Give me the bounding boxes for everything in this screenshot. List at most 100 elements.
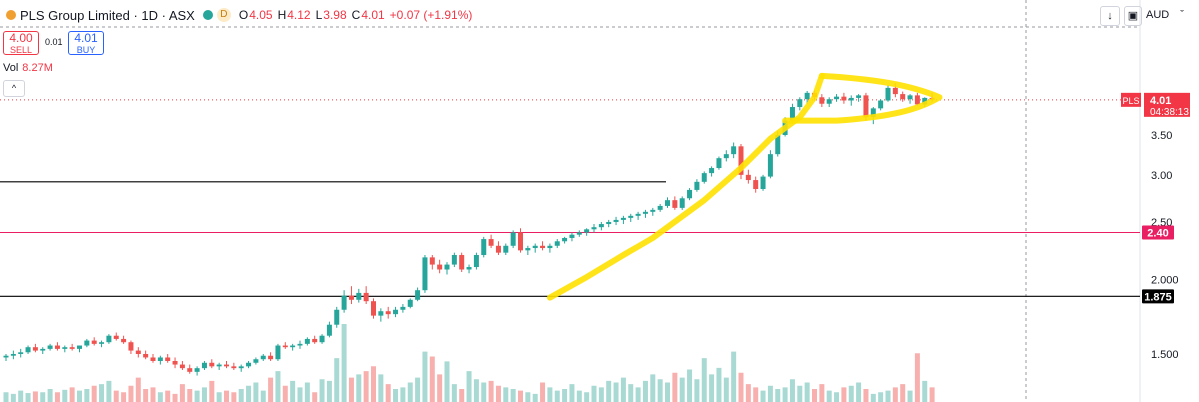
volume-bar — [812, 389, 817, 402]
volume-bar — [782, 387, 788, 402]
close-label: C — [351, 8, 361, 22]
volume-bar — [878, 392, 884, 402]
volume-bar — [687, 369, 693, 402]
volume-bar — [54, 392, 60, 402]
candle-body — [473, 255, 479, 268]
candle-body — [856, 95, 862, 98]
volume-bar — [525, 392, 531, 402]
candle-body — [275, 345, 281, 360]
sell-price: 4.00 — [9, 31, 33, 45]
trend-highlight-stroke — [546, 72, 825, 301]
low-value: 3.98 — [323, 8, 347, 22]
volume-bar — [268, 377, 274, 402]
candle-body — [10, 354, 16, 356]
candle-body — [598, 224, 604, 228]
volume-bar — [495, 385, 501, 402]
volume-bar — [892, 387, 898, 402]
candle-body — [914, 95, 920, 105]
volume-bar — [481, 382, 487, 402]
candle-body — [238, 366, 244, 369]
volume-bar — [10, 393, 16, 402]
candle-body — [554, 241, 560, 246]
volume-value: 8.27M — [22, 62, 53, 74]
candle-body — [547, 245, 553, 249]
volume-bar — [650, 374, 656, 402]
candle-body — [18, 352, 24, 354]
volume-bar — [282, 385, 288, 402]
volume-bar — [665, 382, 670, 402]
volume-bar — [341, 324, 347, 402]
volume-bar — [216, 392, 222, 402]
candle-body — [863, 95, 869, 118]
delayed-flag-icon[interactable]: D — [216, 8, 231, 22]
volume-bar — [922, 380, 928, 402]
volume-bar — [62, 389, 68, 402]
candle-body — [201, 362, 207, 369]
volume-bar — [540, 382, 546, 402]
candle-body — [393, 309, 399, 315]
candle-body — [32, 347, 38, 351]
candle-body — [385, 311, 391, 315]
currency-label: AUD — [1146, 9, 1170, 21]
candle-body — [157, 357, 163, 361]
candle-body — [562, 237, 568, 242]
symbol-title[interactable]: PLS Group Limited · 1D · ASX — [20, 7, 195, 23]
volume-bar — [209, 380, 215, 402]
buy-button[interactable]: 4.01 BUY — [68, 31, 104, 55]
candle-body — [591, 227, 597, 230]
volume-bar — [231, 392, 237, 402]
sell-button[interactable]: 4.00 SELL — [3, 31, 39, 55]
volume-bar — [32, 391, 38, 402]
volume-bar — [606, 380, 612, 402]
volume-bar — [731, 351, 737, 402]
volume-bar — [709, 374, 715, 402]
volume-bar — [723, 377, 729, 402]
current-price-label: 4.01 — [1150, 95, 1171, 107]
volume-label: Vol — [3, 62, 19, 74]
candle-body — [716, 158, 722, 169]
volume-bar — [187, 389, 193, 402]
volume-bar — [304, 382, 310, 402]
collapse-legend-button[interactable]: ^ — [3, 80, 25, 97]
level-price-badge — [1142, 225, 1174, 240]
candle-body — [348, 295, 354, 300]
volume-bar — [47, 389, 53, 402]
candle-body — [687, 189, 693, 199]
candle-body — [371, 301, 376, 316]
candle-body — [231, 366, 237, 369]
volume-bar — [760, 390, 766, 402]
volume-bar — [789, 379, 795, 402]
volume-bar — [716, 367, 722, 402]
volume-bar — [429, 356, 435, 402]
volume-bar — [113, 390, 119, 402]
screenshot-button[interactable]: ▣ — [1124, 6, 1142, 26]
candle-body — [885, 87, 891, 101]
volume-bar — [598, 387, 604, 402]
candle-body — [400, 306, 406, 310]
candle-body — [135, 350, 141, 354]
volume-bar — [297, 387, 303, 402]
volume-bar — [775, 389, 781, 402]
candle-body — [165, 357, 171, 361]
download-button[interactable]: ↓ — [1100, 6, 1120, 26]
candle-body — [62, 347, 68, 349]
volume-bar — [635, 387, 641, 402]
volume-bar — [929, 387, 935, 402]
candle-body — [510, 232, 516, 246]
candle-body — [620, 217, 626, 220]
volume-bar — [415, 377, 421, 402]
current-price-badge — [1144, 92, 1190, 117]
level-price-label: 1.875 — [1144, 291, 1172, 303]
candle-body — [290, 345, 296, 348]
candle-body — [672, 200, 678, 208]
volume-bar — [620, 377, 626, 402]
candle-body — [437, 264, 443, 270]
volume-bar — [753, 387, 759, 402]
volume-bar — [91, 385, 97, 402]
volume-bar — [385, 384, 391, 402]
volume-bar — [797, 385, 803, 402]
candle-body — [518, 232, 523, 251]
currency-selector[interactable]: AUD ˇ — [1146, 6, 1198, 24]
candle-body — [69, 347, 75, 349]
